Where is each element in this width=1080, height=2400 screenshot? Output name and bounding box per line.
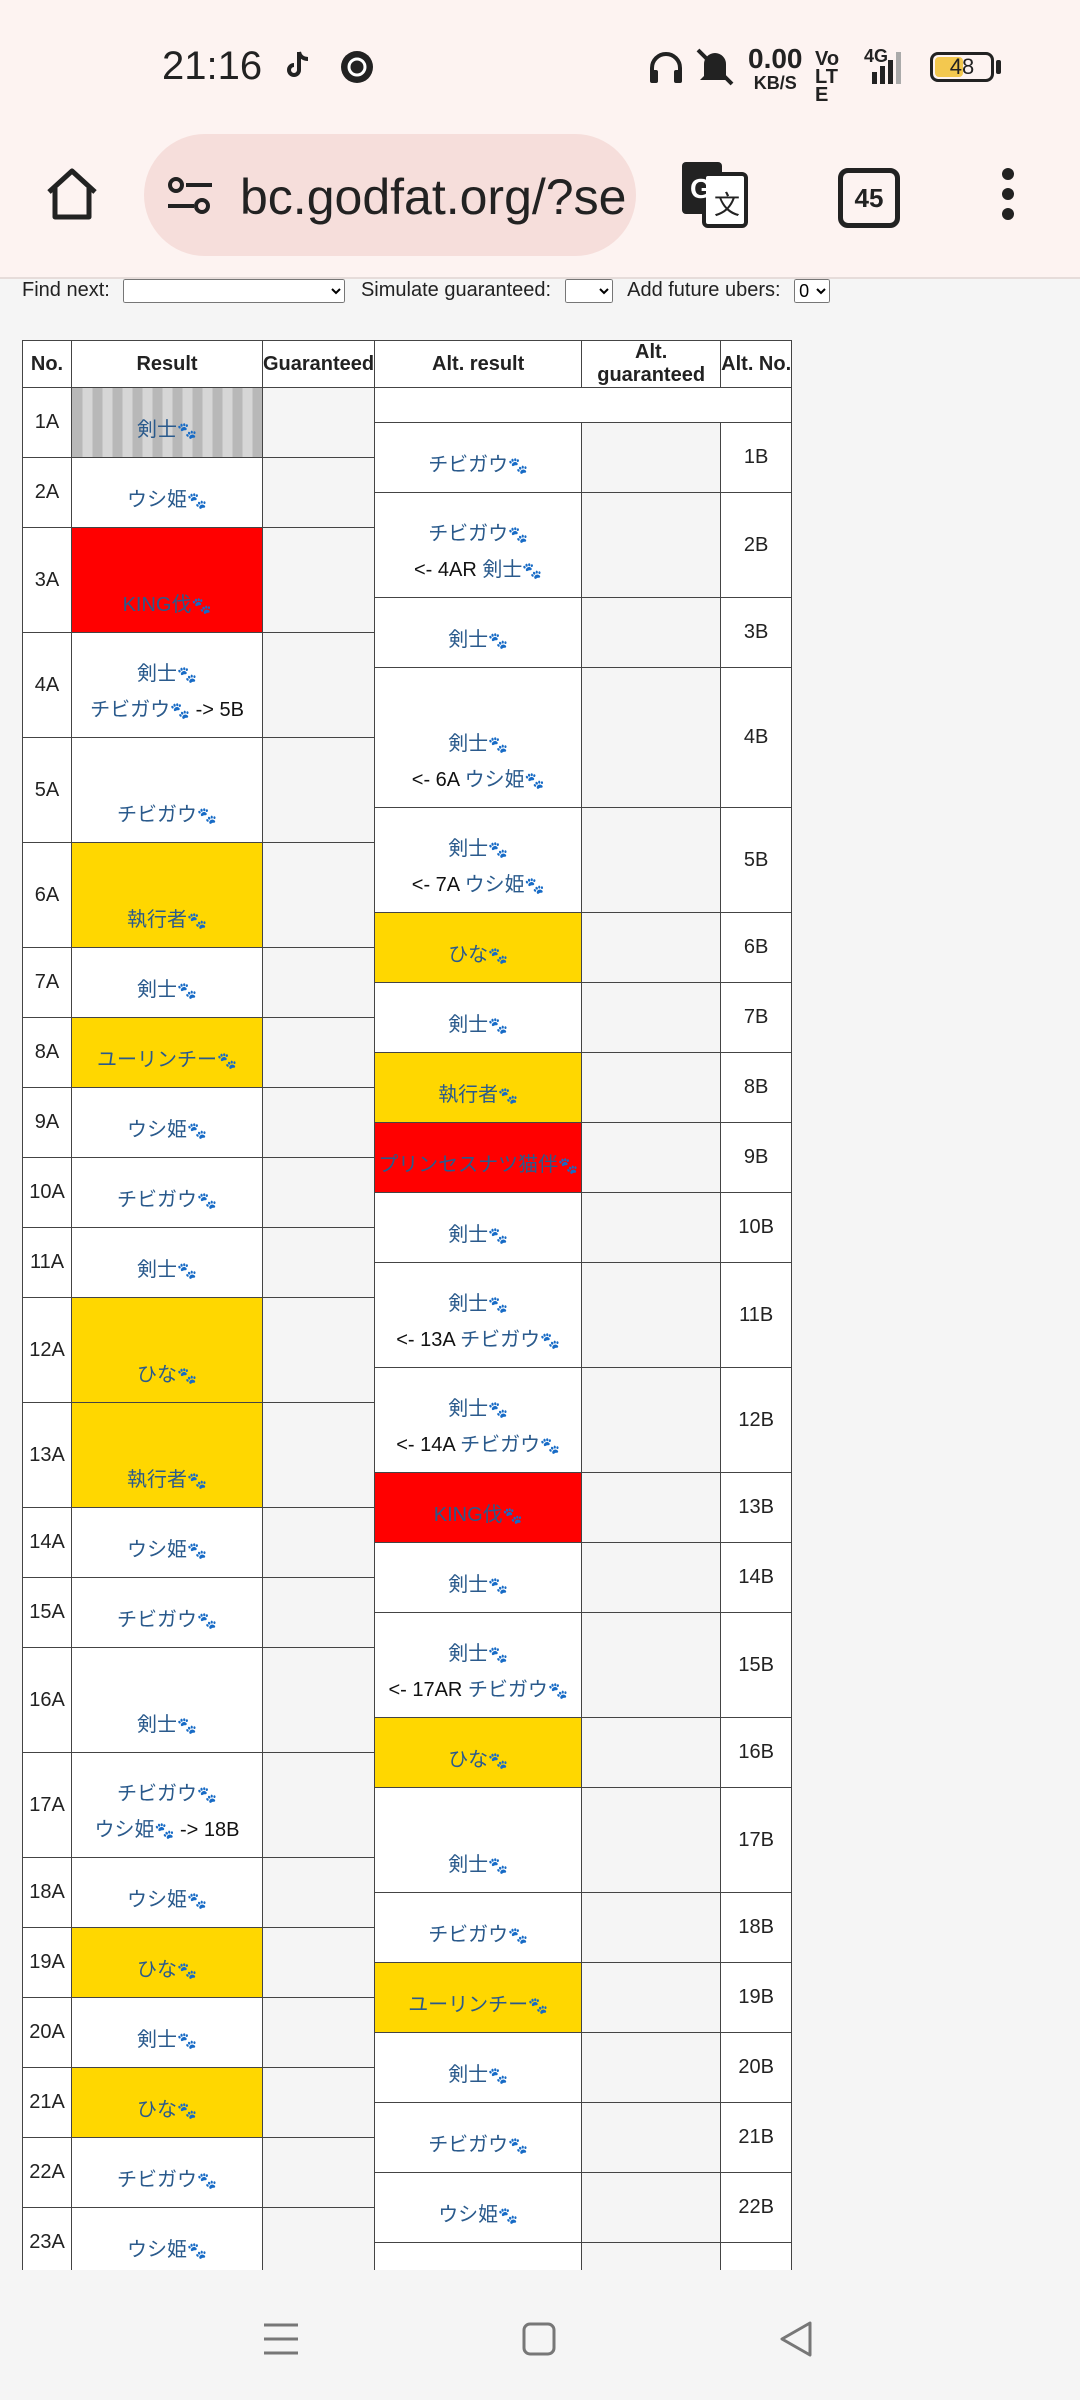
svg-text:文: 文 [714, 191, 740, 221]
simulate-select[interactable] [564, 279, 613, 303]
find-next-label: Find next: [22, 279, 110, 302]
tiktok-icon [287, 51, 309, 77]
site-settings-icon[interactable] [166, 176, 214, 216]
home-button-icon[interactable] [522, 2322, 556, 2356]
battery-tip [996, 60, 1001, 74]
clock: 21:16 [162, 44, 263, 88]
headphones-icon [650, 52, 682, 83]
url-text: bc.godfat.org/?se [240, 169, 627, 225]
table-header-row: No. Result Guaranteed Alt. result Alt. g… [22, 340, 793, 388]
header-alt-no: Alt. No. [720, 340, 793, 388]
controls-row: Find next: Simulate guaranteed: Add futu… [22, 279, 840, 303]
header-no: No. [22, 340, 72, 388]
battery-indicator: 48 [930, 52, 994, 82]
translate-icon[interactable]: G 文 [680, 160, 750, 228]
network-speed: 0.00 KB/S [748, 43, 803, 94]
header-alt-guaranteed: Alt. guaranteed [581, 340, 722, 388]
header-guaranteed: Guaranteed [261, 340, 376, 388]
gacha-table: No. Result Guaranteed Alt. result Alt. g… [22, 340, 793, 2270]
mute-icon [696, 48, 734, 86]
home-icon[interactable] [44, 166, 100, 222]
app-notification-icon [341, 51, 373, 83]
web-page: Find next: Simulate guaranteed: Add futu… [0, 279, 1080, 2270]
browser-toolbar: bc.godfat.org/?se G 文 45 [0, 130, 1080, 279]
svg-text:G: G [690, 173, 712, 204]
back-button-icon[interactable] [778, 2320, 814, 2358]
system-nav-bar [0, 2270, 1080, 2400]
recents-menu-icon[interactable] [262, 2320, 300, 2358]
future-ubers-label: Add future ubers: [627, 279, 781, 302]
header-alt-result: Alt. result [374, 340, 583, 388]
find-next-select[interactable] [123, 279, 346, 303]
signal-bars-icon [872, 52, 901, 84]
status-bar: 21:16 0.00 KB/S Vo LTE 4G 48 [0, 0, 1080, 130]
address-bar[interactable]: bc.godfat.org/?se [144, 134, 636, 256]
simulate-label: Simulate guaranteed: [360, 279, 552, 302]
header-result: Result [71, 340, 263, 388]
more-menu-icon[interactable] [1000, 166, 1016, 222]
tab-switcher-button[interactable]: 45 [838, 168, 900, 228]
volte-indicator: Vo LTE [815, 48, 840, 106]
future-ubers-select[interactable]: 0 [794, 279, 831, 303]
